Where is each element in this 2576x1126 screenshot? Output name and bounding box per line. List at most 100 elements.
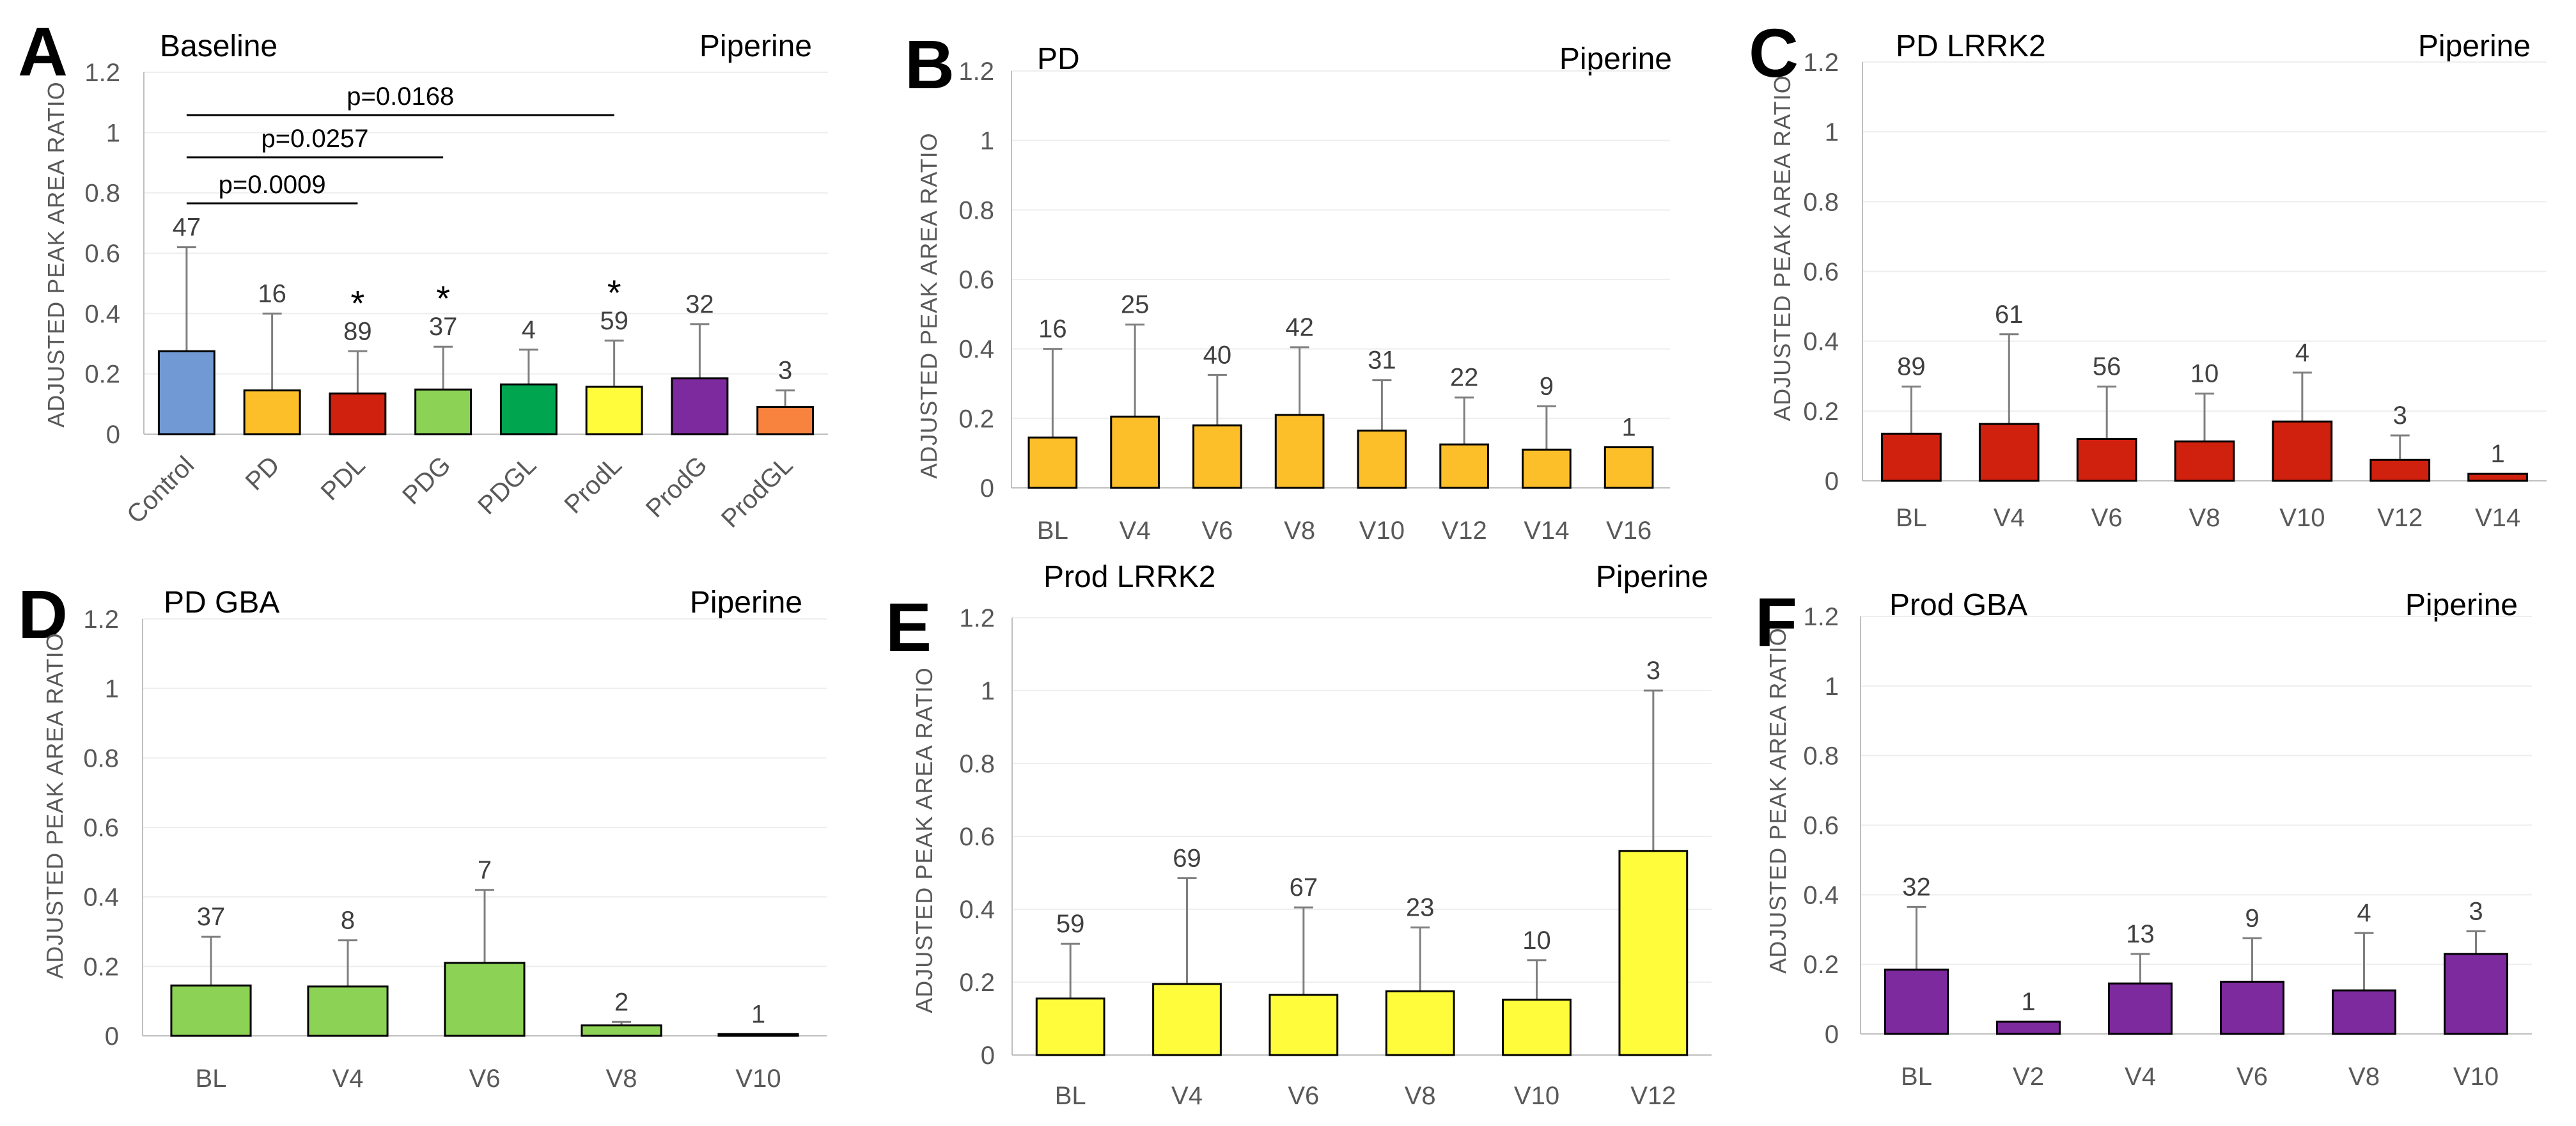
panel-a-sample-size-label: 47 bbox=[173, 214, 201, 242]
panel-e-sample-size-label: 59 bbox=[1056, 910, 1085, 938]
panel-e-bar bbox=[1035, 997, 1105, 1056]
panel-c-sample-size-label: 61 bbox=[1995, 301, 2024, 329]
panel-b-bar bbox=[1110, 416, 1160, 489]
panel-f-x-tick-label: V6 bbox=[2236, 1063, 2268, 1091]
panel-b-y-tick-label: 0.6 bbox=[958, 266, 994, 294]
panel-e-y-tick-label: 0.8 bbox=[959, 750, 995, 778]
panel-e-y-tick-label: 0.6 bbox=[959, 823, 995, 851]
panel-a-significance-star: * bbox=[607, 272, 621, 313]
panel-d-plot: 0 0.2 0.4 0.6 0.8 1 1.2 37 BL 8 V4 7 V6 2 V8 1 V10 bbox=[83, 606, 827, 1093]
panel-c-bar bbox=[1881, 432, 1942, 482]
panel-e-sample-size-label: 3 bbox=[1646, 657, 1660, 685]
panel-e-sample-size-label: 69 bbox=[1173, 845, 1201, 873]
panel-b-x-tick-label: V16 bbox=[1606, 517, 1651, 545]
panel-b-y-tick-label: 0 bbox=[980, 474, 994, 503]
panel-e-y-tick-label: 0 bbox=[981, 1042, 995, 1070]
panel-f-sample-size-label: 4 bbox=[2357, 899, 2371, 927]
panel-a-bar bbox=[756, 406, 815, 435]
panel-b-bar bbox=[1274, 414, 1325, 489]
panel-a-sample-size-label: 89 bbox=[343, 317, 372, 345]
panel-e-sample-size-label: 67 bbox=[1290, 873, 1318, 902]
panel-a-sample-size-label: 32 bbox=[685, 290, 714, 318]
panel-c-x-tick-label: V12 bbox=[2377, 504, 2423, 532]
panel-c-bar bbox=[2174, 440, 2235, 482]
panel-a-y-tick-label: 0.4 bbox=[84, 300, 120, 328]
panel-b: B PD Piperine ADJUSTED PEAK AREA RATIO 0… bbox=[905, 26, 1672, 545]
panel-f-y-tick-label: 0.4 bbox=[1803, 881, 1839, 909]
panel-a-letter: A bbox=[18, 13, 68, 90]
panel-c-x-tick-label: V4 bbox=[1994, 504, 2025, 532]
panel-a-bar bbox=[157, 350, 215, 435]
panel-e-y-tick-label: 0.2 bbox=[959, 969, 995, 997]
panel-b-bar bbox=[1357, 429, 1407, 489]
panel-b-bar bbox=[1522, 448, 1572, 489]
panel-f-sample-size-label: 32 bbox=[1902, 873, 1931, 901]
panel-c: C PD LRRK2 Piperine ADJUSTED PEAK AREA R… bbox=[1749, 14, 2547, 532]
panel-b-y-tick-label: 1.2 bbox=[958, 58, 994, 86]
panel-b-bar bbox=[1604, 446, 1654, 489]
panel-d-y-tick-label: 0.6 bbox=[83, 814, 119, 842]
panel-a-bar bbox=[329, 392, 387, 435]
panel-c-y-tick-label: 0 bbox=[1825, 467, 1839, 496]
panel-a-bar bbox=[499, 383, 558, 435]
panel-d-y-axis-title: ADJUSTED PEAK AREA RATIO bbox=[42, 632, 68, 978]
panel-d-sample-size-label: 2 bbox=[614, 988, 628, 1016]
panel-f-y-tick-label: 0 bbox=[1825, 1020, 1839, 1049]
panel-a: A Baseline Piperine ADJUSTED PEAK AREA R… bbox=[18, 13, 828, 533]
panel-e-x-tick-label: V10 bbox=[1514, 1082, 1559, 1110]
panel-a-plot: 00.20.40.60.811.247Control16PD89*PDL37*P… bbox=[84, 59, 828, 533]
panel-f-bar bbox=[2444, 953, 2508, 1035]
panel-c-sample-size-label: 4 bbox=[2295, 339, 2309, 367]
panel-b-sample-size-label: 42 bbox=[1285, 313, 1314, 341]
panel-c-y-tick-label: 0.6 bbox=[1803, 258, 1839, 286]
panel-f-x-tick-label: V8 bbox=[2348, 1063, 2380, 1091]
panel-d-sample-size-label: 37 bbox=[197, 903, 226, 931]
panel-b-bar bbox=[1027, 436, 1078, 489]
panel-d-y-tick-label: 1 bbox=[105, 675, 119, 703]
panel-c-plot: 0 0.2 0.4 0.6 0.8 1 1.2 89 BL 61 V4 56 V6 10 V8 4 V10 3 V1… bbox=[1803, 49, 2547, 532]
panel-a-y-tick-label: 0.6 bbox=[84, 240, 120, 268]
panel-a-p-value-label: p=0.0009 bbox=[219, 171, 326, 199]
panel-c-sample-size-label: 3 bbox=[2393, 402, 2407, 430]
panel-d-bar bbox=[307, 985, 389, 1037]
panel-f-bar bbox=[1996, 1020, 2061, 1035]
panel-c-title: PD LRRK2 bbox=[1896, 29, 2046, 63]
panel-b-plot: 0 0.2 0.4 0.6 0.8 1 1.2 16 BL 25 V4 40 V6 42 V8 31 V10 22… bbox=[958, 58, 1670, 545]
panel-d-y-tick-label: 0.8 bbox=[83, 744, 119, 772]
panel-e-sample-size-label: 10 bbox=[1522, 927, 1551, 955]
panel-d-letter: D bbox=[18, 575, 68, 653]
panel-e-sample-size-label: 23 bbox=[1406, 894, 1435, 922]
panel-a-bar bbox=[585, 386, 643, 435]
panel-b-sample-size-label: 31 bbox=[1368, 347, 1396, 375]
panel-d-x-tick-label: V10 bbox=[735, 1065, 781, 1093]
panel-f-y-tick-label: 1.2 bbox=[1803, 603, 1839, 631]
panel-c-y-tick-label: 0.4 bbox=[1803, 328, 1839, 356]
panel-d-y-tick-label: 0.2 bbox=[83, 953, 119, 981]
panel-d-sample-size-label: 8 bbox=[341, 907, 355, 935]
panel-d-bar bbox=[581, 1024, 662, 1037]
panel-b-sample-size-label: 40 bbox=[1203, 341, 1232, 369]
panel-c-bar bbox=[2272, 420, 2333, 482]
panel-a-p-value-label: p=0.0257 bbox=[262, 125, 369, 153]
panel-e-x-tick-label: V4 bbox=[1171, 1082, 1203, 1110]
panel-c-y-tick-label: 0.8 bbox=[1803, 188, 1839, 216]
panel-d-bar bbox=[717, 1033, 799, 1037]
panel-e-x-tick-label: V8 bbox=[1405, 1082, 1436, 1110]
panel-a-sample-size-label: 3 bbox=[778, 357, 792, 385]
panel-f-x-tick-label: V2 bbox=[2013, 1063, 2044, 1091]
panel-f-subtitle: Piperine bbox=[2405, 588, 2518, 622]
panel-c-bar bbox=[1978, 423, 2040, 482]
panel-f-bar bbox=[2108, 982, 2173, 1035]
panel-a-y-tick-label: 1 bbox=[106, 119, 120, 147]
panel-e-y-tick-label: 1 bbox=[981, 677, 995, 705]
panel-f-y-tick-label: 1 bbox=[1825, 673, 1839, 701]
panel-c-y-tick-label: 1.2 bbox=[1803, 49, 1839, 77]
panel-a-subtitle: Piperine bbox=[699, 29, 812, 63]
panel-f-sample-size-label: 9 bbox=[2245, 904, 2259, 932]
panel-d-sample-size-label: 1 bbox=[751, 1000, 765, 1028]
panel-a-y-tick-label: 0 bbox=[106, 421, 120, 449]
panel-e-x-tick-label: V6 bbox=[1288, 1082, 1319, 1110]
panel-b-letter: B bbox=[905, 26, 955, 103]
panel-a-significance-star: * bbox=[436, 278, 450, 318]
